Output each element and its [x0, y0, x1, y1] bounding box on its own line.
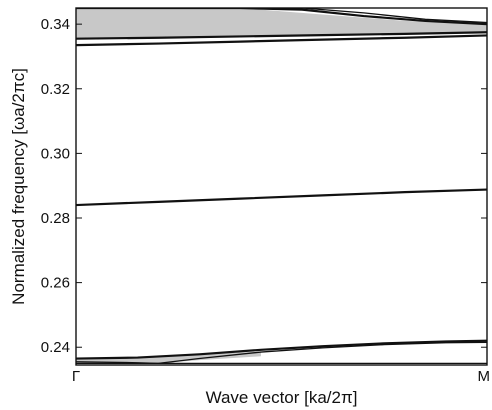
x-tick-label: M — [478, 368, 491, 385]
band-curve-3 — [76, 341, 487, 365]
y-tick-label: 0.30 — [41, 145, 70, 162]
band-curve-6 — [76, 31, 487, 40]
y-tick-label: 0.26 — [41, 275, 70, 292]
band-curve-4 — [76, 188, 487, 207]
y-tick-label: 0.34 — [41, 16, 70, 33]
band-curve-7 — [76, 8, 487, 26]
y-tick-label: 0.32 — [41, 81, 70, 98]
band-curve-8 — [301, 8, 487, 24]
y-axis-label: Normalized frequency [ωa/2πc] — [9, 68, 28, 305]
x-axis-label: Wave vector [ka/2π] — [206, 388, 358, 407]
shaded-bands — [76, 8, 487, 364]
y-tick-label: 0.28 — [41, 210, 70, 227]
band-curve-2 — [76, 339, 487, 360]
y-tick-label: 0.24 — [41, 339, 70, 356]
shaded-region-1 — [76, 8, 487, 39]
plot-frame — [75, 7, 488, 366]
band-curves — [76, 8, 487, 365]
shaded-region-2 — [76, 351, 261, 364]
band-curve-5 — [76, 34, 487, 47]
y-axis-ticks: 0.24 0.26 0.28 0.30 0.32 0.34 — [41, 16, 487, 356]
x-tick-label: Γ — [72, 368, 80, 385]
